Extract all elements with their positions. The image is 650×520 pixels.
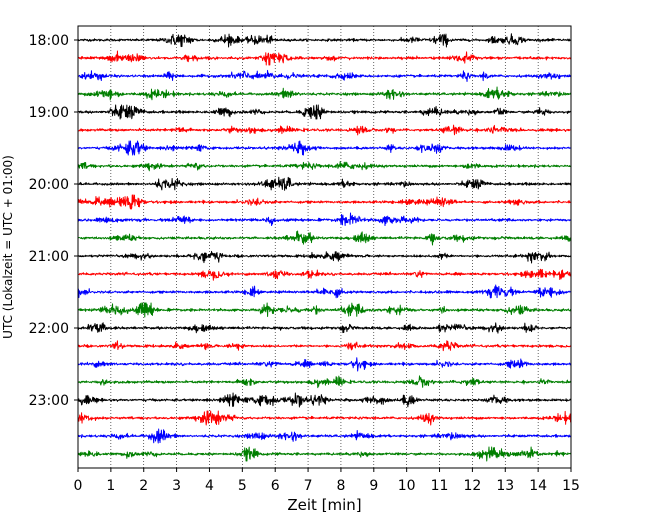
trace-18:45: [77, 86, 572, 101]
x-tick-label-15: 15: [562, 478, 580, 494]
x-tick-label-9: 9: [369, 478, 378, 494]
x-tick-label-8: 8: [336, 478, 345, 494]
y-axis-label: UTC (Lokalzeit = UTC + 01:00): [1, 155, 15, 339]
trace-19:30: [77, 140, 572, 156]
trace-22:45: [77, 375, 572, 389]
y-axis-ticks: 18:00 19:00 20:00 21:00 22:00 23:00: [29, 33, 78, 409]
x-tick-label-4: 4: [205, 478, 214, 494]
y-tick-label-22:00: 22:00: [29, 321, 69, 337]
x-tick-label-5: 5: [238, 478, 247, 494]
trace-22:30: [77, 357, 572, 372]
trace-18:30: [77, 69, 572, 82]
trace-19:15: [77, 124, 572, 136]
trace-23:15: [77, 410, 572, 426]
x-tick-label-2: 2: [139, 478, 148, 494]
y-tick-label-20:00: 20:00: [29, 177, 69, 193]
trace-20:15: [77, 194, 572, 210]
trace-18:00: [77, 33, 572, 48]
trace-21:45: [77, 302, 572, 318]
trace-23:45: [77, 446, 572, 462]
trace-21:30: [77, 284, 572, 299]
y-tick-label-21:00: 21:00: [29, 249, 69, 265]
plot-frame: [77, 25, 572, 469]
x-tick-label-11: 11: [431, 478, 449, 494]
x-tick-label-1: 1: [106, 478, 115, 494]
trace-21:00: [77, 250, 572, 264]
x-axis-ticks: 0 1 2 3 4 5 6 7 8 9 10 11 12 13 14 15: [74, 468, 580, 494]
trace-19:45: [77, 161, 572, 172]
x-tick-label-12: 12: [463, 478, 481, 494]
trace-22:00: [77, 322, 572, 334]
trace-20:00: [77, 176, 572, 191]
trace-23:30: [77, 428, 572, 444]
x-tick-label-13: 13: [496, 478, 514, 494]
trace-20:30: [77, 212, 572, 227]
trace-18:15: [77, 50, 572, 66]
y-tick-label-18:00: 18:00: [29, 33, 69, 49]
trace-23:00: [77, 392, 572, 408]
y-tick-label-19:00: 19:00: [29, 105, 69, 121]
y-tick-label-23:00: 23:00: [29, 393, 69, 409]
trace-20:45: [77, 230, 572, 246]
x-tick-label-6: 6: [271, 478, 280, 494]
x-tick-label-10: 10: [398, 478, 416, 494]
x-tick-label-14: 14: [529, 478, 547, 494]
x-tick-label-0: 0: [74, 478, 83, 494]
trace-22:15: [77, 340, 572, 352]
trace-19:00: [77, 104, 572, 120]
x-axis-label: Zeit [min]: [287, 496, 361, 514]
x-tick-label-7: 7: [304, 478, 313, 494]
seismogram-traces: [77, 33, 572, 462]
trace-21:15: [77, 268, 572, 281]
x-tick-label-3: 3: [172, 478, 181, 494]
